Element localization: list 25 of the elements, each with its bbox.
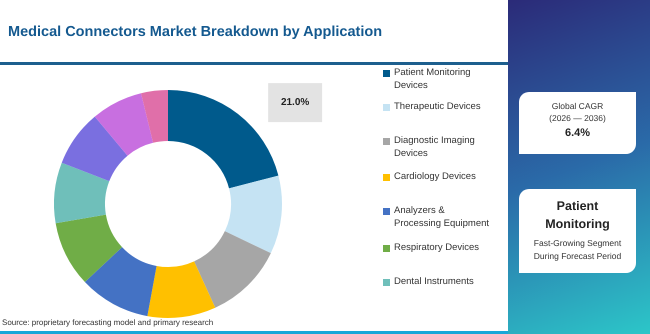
legend-label: Dental Instruments <box>394 276 475 288</box>
donut-slice <box>62 116 128 182</box>
legend-label: Analyzers & Processing Equipment <box>394 205 490 230</box>
donut-slice <box>56 214 122 282</box>
donut-slice <box>194 231 271 308</box>
donut-slice <box>168 90 278 188</box>
legend-label: Cardiology Devices <box>394 171 477 184</box>
text: Fast-Growing Segment During Forecast Period <box>532 237 622 262</box>
text: (2026 — 2036) <box>548 113 607 123</box>
text: 6.4% <box>564 127 592 139</box>
text: Patient Monitoring <box>544 198 611 233</box>
legend-label: Therapeutic Devices <box>394 101 482 114</box>
donut-slice <box>224 176 282 254</box>
donut-slice <box>54 162 110 224</box>
chart-title: Medical Connectors Market Breakdown by Application <box>8 24 382 40</box>
source-note: Source: proprietary forecasting model and primary research <box>2 318 214 327</box>
donut-slice <box>84 247 157 316</box>
donut-slice <box>147 261 216 318</box>
legend-label: Patient Monitoring Devices <box>394 67 472 92</box>
legend-label: Diagnostic Imaging Devices <box>394 135 476 160</box>
donut-slice <box>141 90 168 143</box>
text: Global CAGR <box>550 101 604 111</box>
donut-slice <box>94 93 154 156</box>
data-label: 21.0% <box>280 96 310 108</box>
legend-label: Respiratory Devices <box>394 242 480 254</box>
